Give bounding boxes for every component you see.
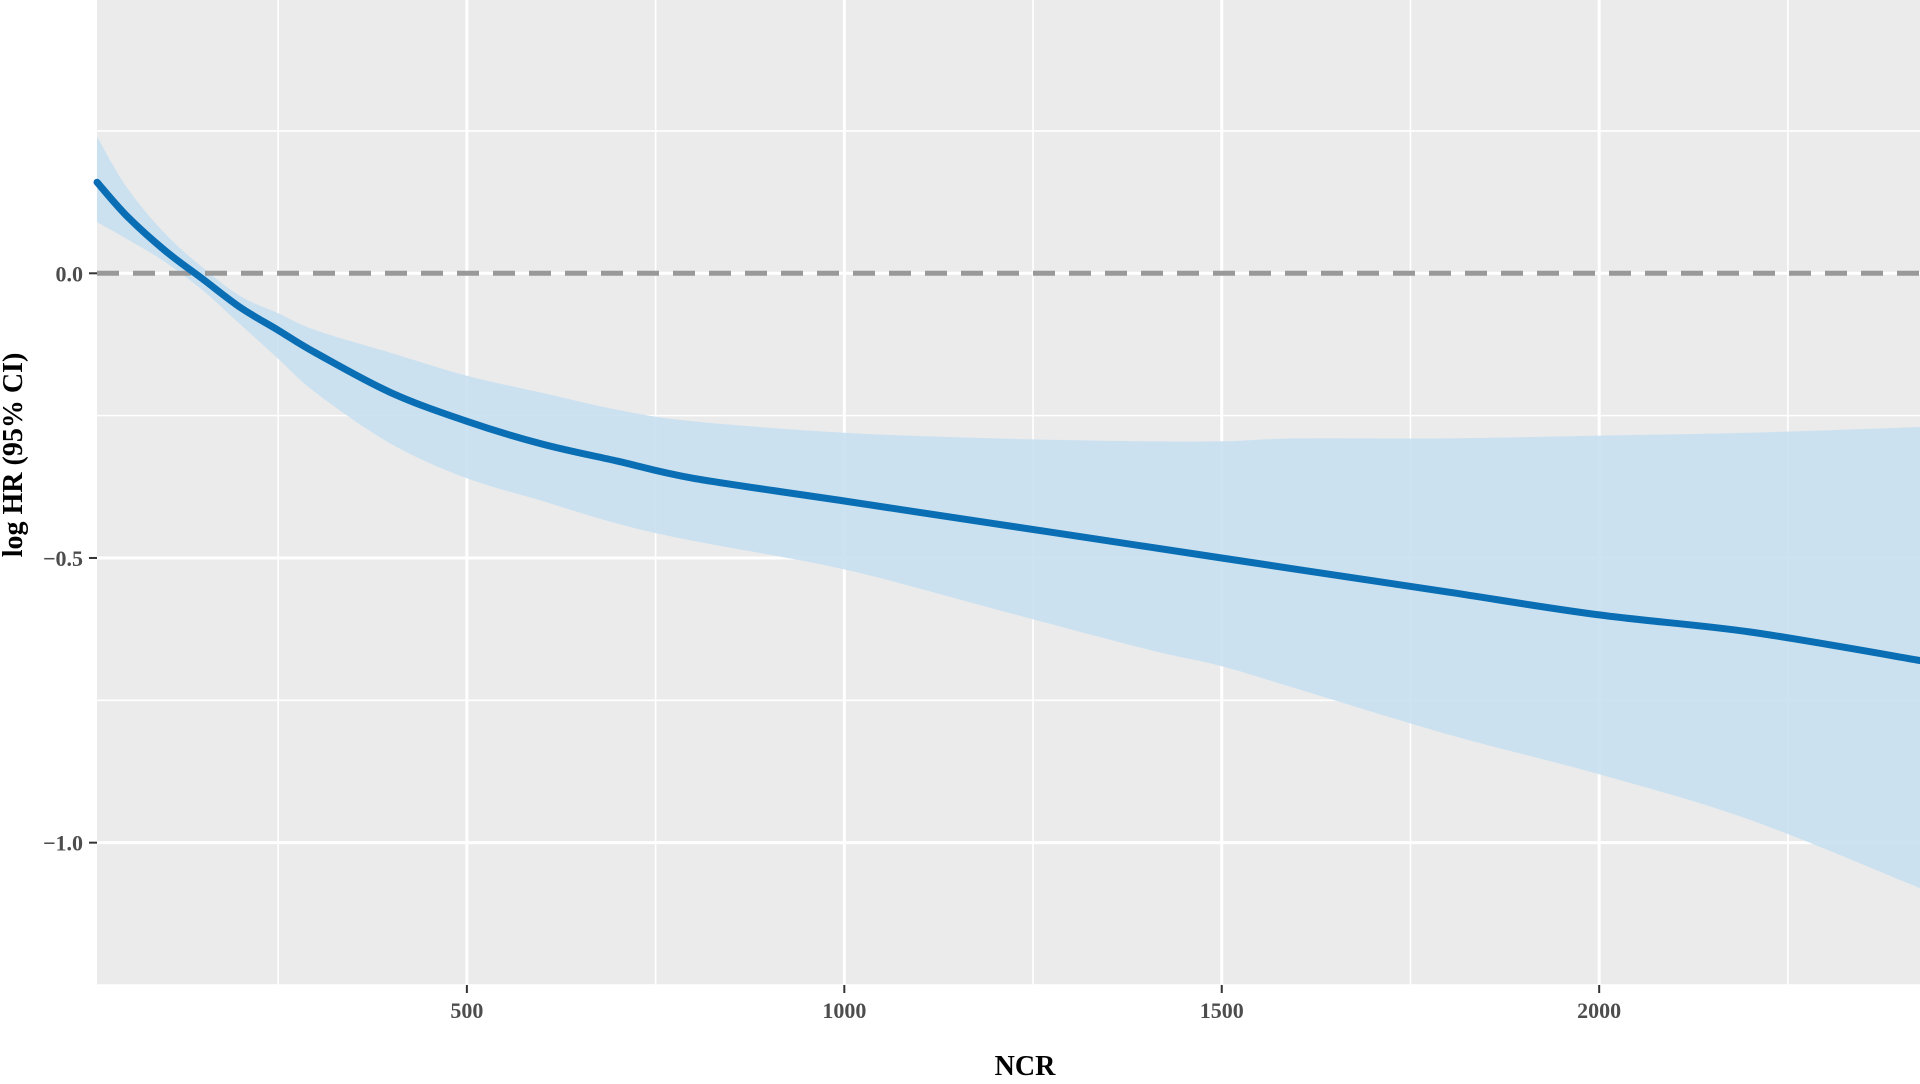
y-tick-label: 0.0: [56, 261, 84, 286]
x-tick-label: 1000: [822, 998, 866, 1023]
y-axis-title: log HR (95% CI): [0, 353, 29, 558]
confidence-ribbon: [97, 136, 1920, 889]
x-axis-ticks: 500 1000 1500 2000: [450, 985, 1621, 1023]
y-axis-ticks: −1.0 −0.5 0.0: [43, 261, 97, 856]
y-tick-label: −1.0: [43, 831, 83, 856]
hazard-ratio-curve: [93, 178, 1920, 664]
y-tick-label: −0.5: [43, 546, 83, 571]
x-tick-label: 2000: [1577, 998, 1621, 1023]
x-axis-title: NCR: [995, 1051, 1056, 1082]
x-tick-label: 1500: [1200, 998, 1244, 1023]
x-tick-label: 500: [450, 998, 483, 1023]
